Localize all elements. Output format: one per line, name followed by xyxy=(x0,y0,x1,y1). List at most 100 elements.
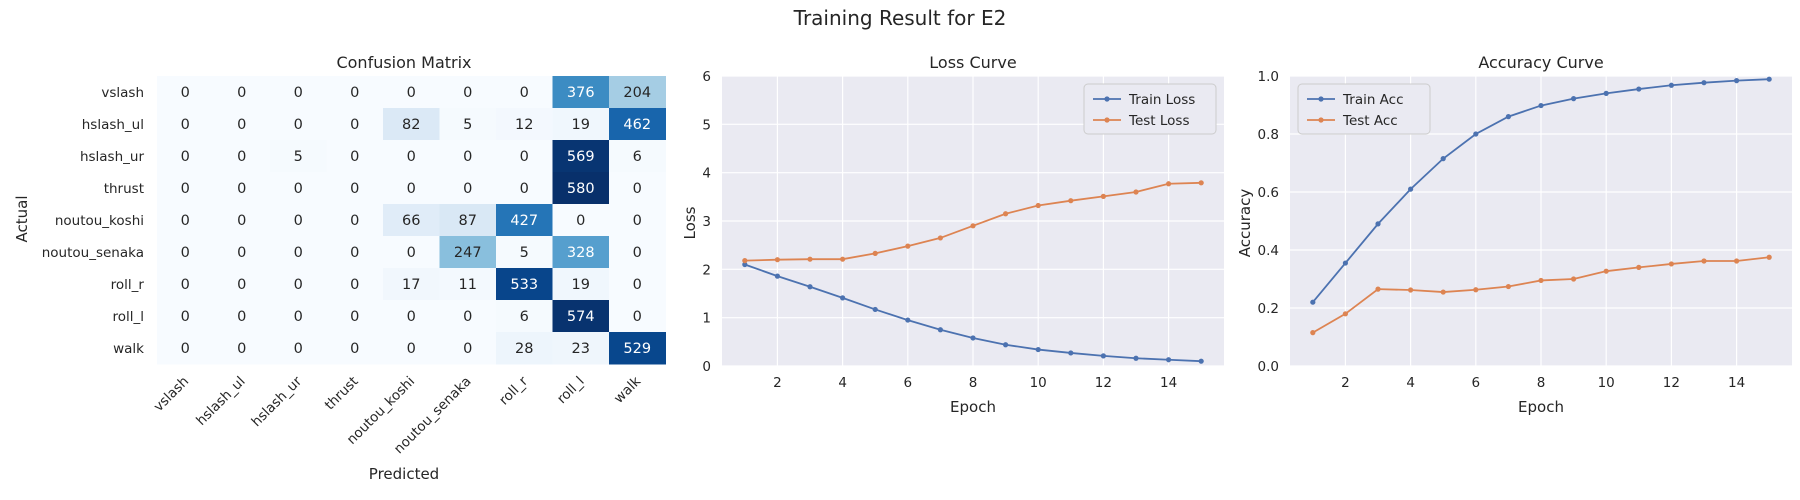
loss-series-point xyxy=(1068,350,1074,356)
confusion-matrix-cell-value: 0 xyxy=(237,213,246,229)
loss-xtick-label: 4 xyxy=(838,375,847,391)
confusion-matrix-cell-value: 66 xyxy=(402,213,420,229)
confusion-matrix-cell-value: 0 xyxy=(633,213,642,229)
acc-series-point xyxy=(1603,90,1609,96)
confusion-matrix-cell-value: 23 xyxy=(572,341,590,357)
loss-xtick-label: 6 xyxy=(904,375,913,391)
loss-xtick-label: 12 xyxy=(1095,375,1112,391)
confusion-matrix-column-labels: vslash hslash_ul hslash_ur thrustnoutou_kos… xyxy=(151,373,645,457)
acc-legend-marker xyxy=(1318,117,1324,123)
confusion-matrix-cell-value: 0 xyxy=(463,149,472,165)
confusion-matrix-ylabel: Actual xyxy=(13,196,31,243)
loss-xtick-label: 2 xyxy=(773,375,782,391)
accuracy-tick-labels: 2 4 6 8 10 12 14 0.0 0.2 0.4 0.6 0.8 1.0 xyxy=(1258,69,1746,391)
confusion-matrix-cell-value: 0 xyxy=(350,245,359,261)
acc-ytick-label: 0.0 xyxy=(1258,359,1279,375)
confusion-matrix-cell xyxy=(496,332,553,365)
confusion-matrix-cell xyxy=(213,108,271,141)
confusion-matrix-cell xyxy=(383,236,440,269)
confusion-matrix-cell-value: 0 xyxy=(350,277,359,293)
loss-series-point xyxy=(872,250,878,256)
confusion-matrix-cell-value: 0 xyxy=(633,245,642,261)
confusion-matrix-column-label: roll_l xyxy=(554,374,588,408)
acc-xtick-label: 6 xyxy=(1472,375,1481,391)
confusion-matrix-cell xyxy=(157,300,214,333)
confusion-matrix-cell-value: 0 xyxy=(237,277,246,293)
loss-ytick-label: 0 xyxy=(702,359,711,375)
acc-series-point xyxy=(1473,287,1479,293)
confusion-matrix-cell-value: 580 xyxy=(567,181,595,197)
acc-xtick-label: 8 xyxy=(1537,375,1546,391)
acc-series-point xyxy=(1603,268,1609,274)
acc-ytick-label: 0.8 xyxy=(1258,127,1279,143)
confusion-matrix-cell xyxy=(157,108,214,141)
accuracy-legend: Train Acc Test Acc xyxy=(1297,83,1431,135)
acc-series-point xyxy=(1636,86,1642,92)
acc-series-point xyxy=(1668,261,1674,267)
confusion-matrix-cell-value: 0 xyxy=(237,181,246,197)
confusion-matrix-cell xyxy=(270,332,327,365)
loss-xlabel: Epoch xyxy=(950,398,996,416)
figure-suptitle: Training Result for E2 xyxy=(793,6,1007,30)
loss-series-point xyxy=(774,257,781,263)
acc-series-point xyxy=(1375,286,1381,292)
confusion-matrix-cell xyxy=(383,108,440,141)
confusion-matrix-cell xyxy=(157,172,214,205)
confusion-matrix-cell xyxy=(326,300,384,333)
confusion-matrix-row-label: noutou_koshi xyxy=(55,213,144,229)
acc-xtick-label: 14 xyxy=(1728,375,1745,391)
loss-series-point xyxy=(970,335,976,341)
loss-series-point xyxy=(1100,353,1106,359)
confusion-matrix-cell xyxy=(383,300,440,333)
confusion-matrix-title: Confusion Matrix xyxy=(336,53,471,72)
confusion-matrix-cell xyxy=(383,140,440,173)
acc-series-point xyxy=(1505,114,1512,120)
acc-ytick-label: 0.4 xyxy=(1258,243,1279,259)
confusion-matrix-column-label: roll_r xyxy=(496,373,531,408)
acc-legend-label: Test Acc xyxy=(1342,113,1398,129)
confusion-matrix-cell xyxy=(326,332,384,365)
confusion-matrix-cell xyxy=(439,140,497,173)
confusion-matrix-cell xyxy=(552,332,610,365)
acc-ytick-label: 0.2 xyxy=(1258,301,1279,317)
confusion-matrix-cell-value: 0 xyxy=(350,181,359,197)
loss-series-point xyxy=(970,223,976,229)
confusion-matrix-cell xyxy=(383,172,440,205)
loss-series-point xyxy=(1198,180,1204,186)
confusion-matrix-cell xyxy=(552,140,610,173)
confusion-matrix-cell xyxy=(213,300,271,333)
loss-series-point xyxy=(1035,346,1041,353)
confusion-matrix-cell xyxy=(439,300,497,333)
confusion-matrix-cell-value: 28 xyxy=(515,341,533,357)
acc-legend-box xyxy=(1297,83,1431,135)
loss-series-point xyxy=(1002,342,1009,348)
loss-series-point xyxy=(1002,211,1009,217)
confusion-matrix-cell-value: 0 xyxy=(350,149,359,165)
confusion-matrix-column-label: walk xyxy=(611,373,644,406)
confusion-matrix-cell xyxy=(439,268,497,301)
loss-ytick-label: 3 xyxy=(702,214,711,230)
confusion-matrix-cell xyxy=(213,76,271,109)
loss-curve-title: Loss Curve xyxy=(929,53,1016,72)
loss-series-point xyxy=(937,235,944,241)
confusion-matrix-cell-value: 529 xyxy=(623,341,651,357)
loss-series-point xyxy=(1068,198,1074,204)
confusion-matrix-cell-value: 0 xyxy=(350,341,359,357)
confusion-matrix-cell-value: 0 xyxy=(463,85,472,101)
loss-series xyxy=(742,180,1204,364)
confusion-matrix-cell xyxy=(270,268,327,301)
confusion-matrix-cell xyxy=(326,172,384,205)
loss-series-point xyxy=(742,261,748,268)
confusion-matrix-cell-value: 0 xyxy=(520,85,529,101)
confusion-matrix-cell-value: 427 xyxy=(510,213,538,229)
acc-series-point xyxy=(1636,264,1642,270)
confusion-matrix-cell xyxy=(326,108,384,141)
loss-grid xyxy=(722,75,1224,367)
accuracy-curve-title: Accuracy Curve xyxy=(1478,53,1603,72)
loss-legend-marker xyxy=(1104,96,1110,102)
acc-ytick-label: 0.6 xyxy=(1258,185,1279,201)
confusion-matrix-cell xyxy=(552,236,610,269)
loss-xtick-label: 8 xyxy=(969,375,978,391)
confusion-matrix-row-label: hslash_ul xyxy=(82,117,144,133)
